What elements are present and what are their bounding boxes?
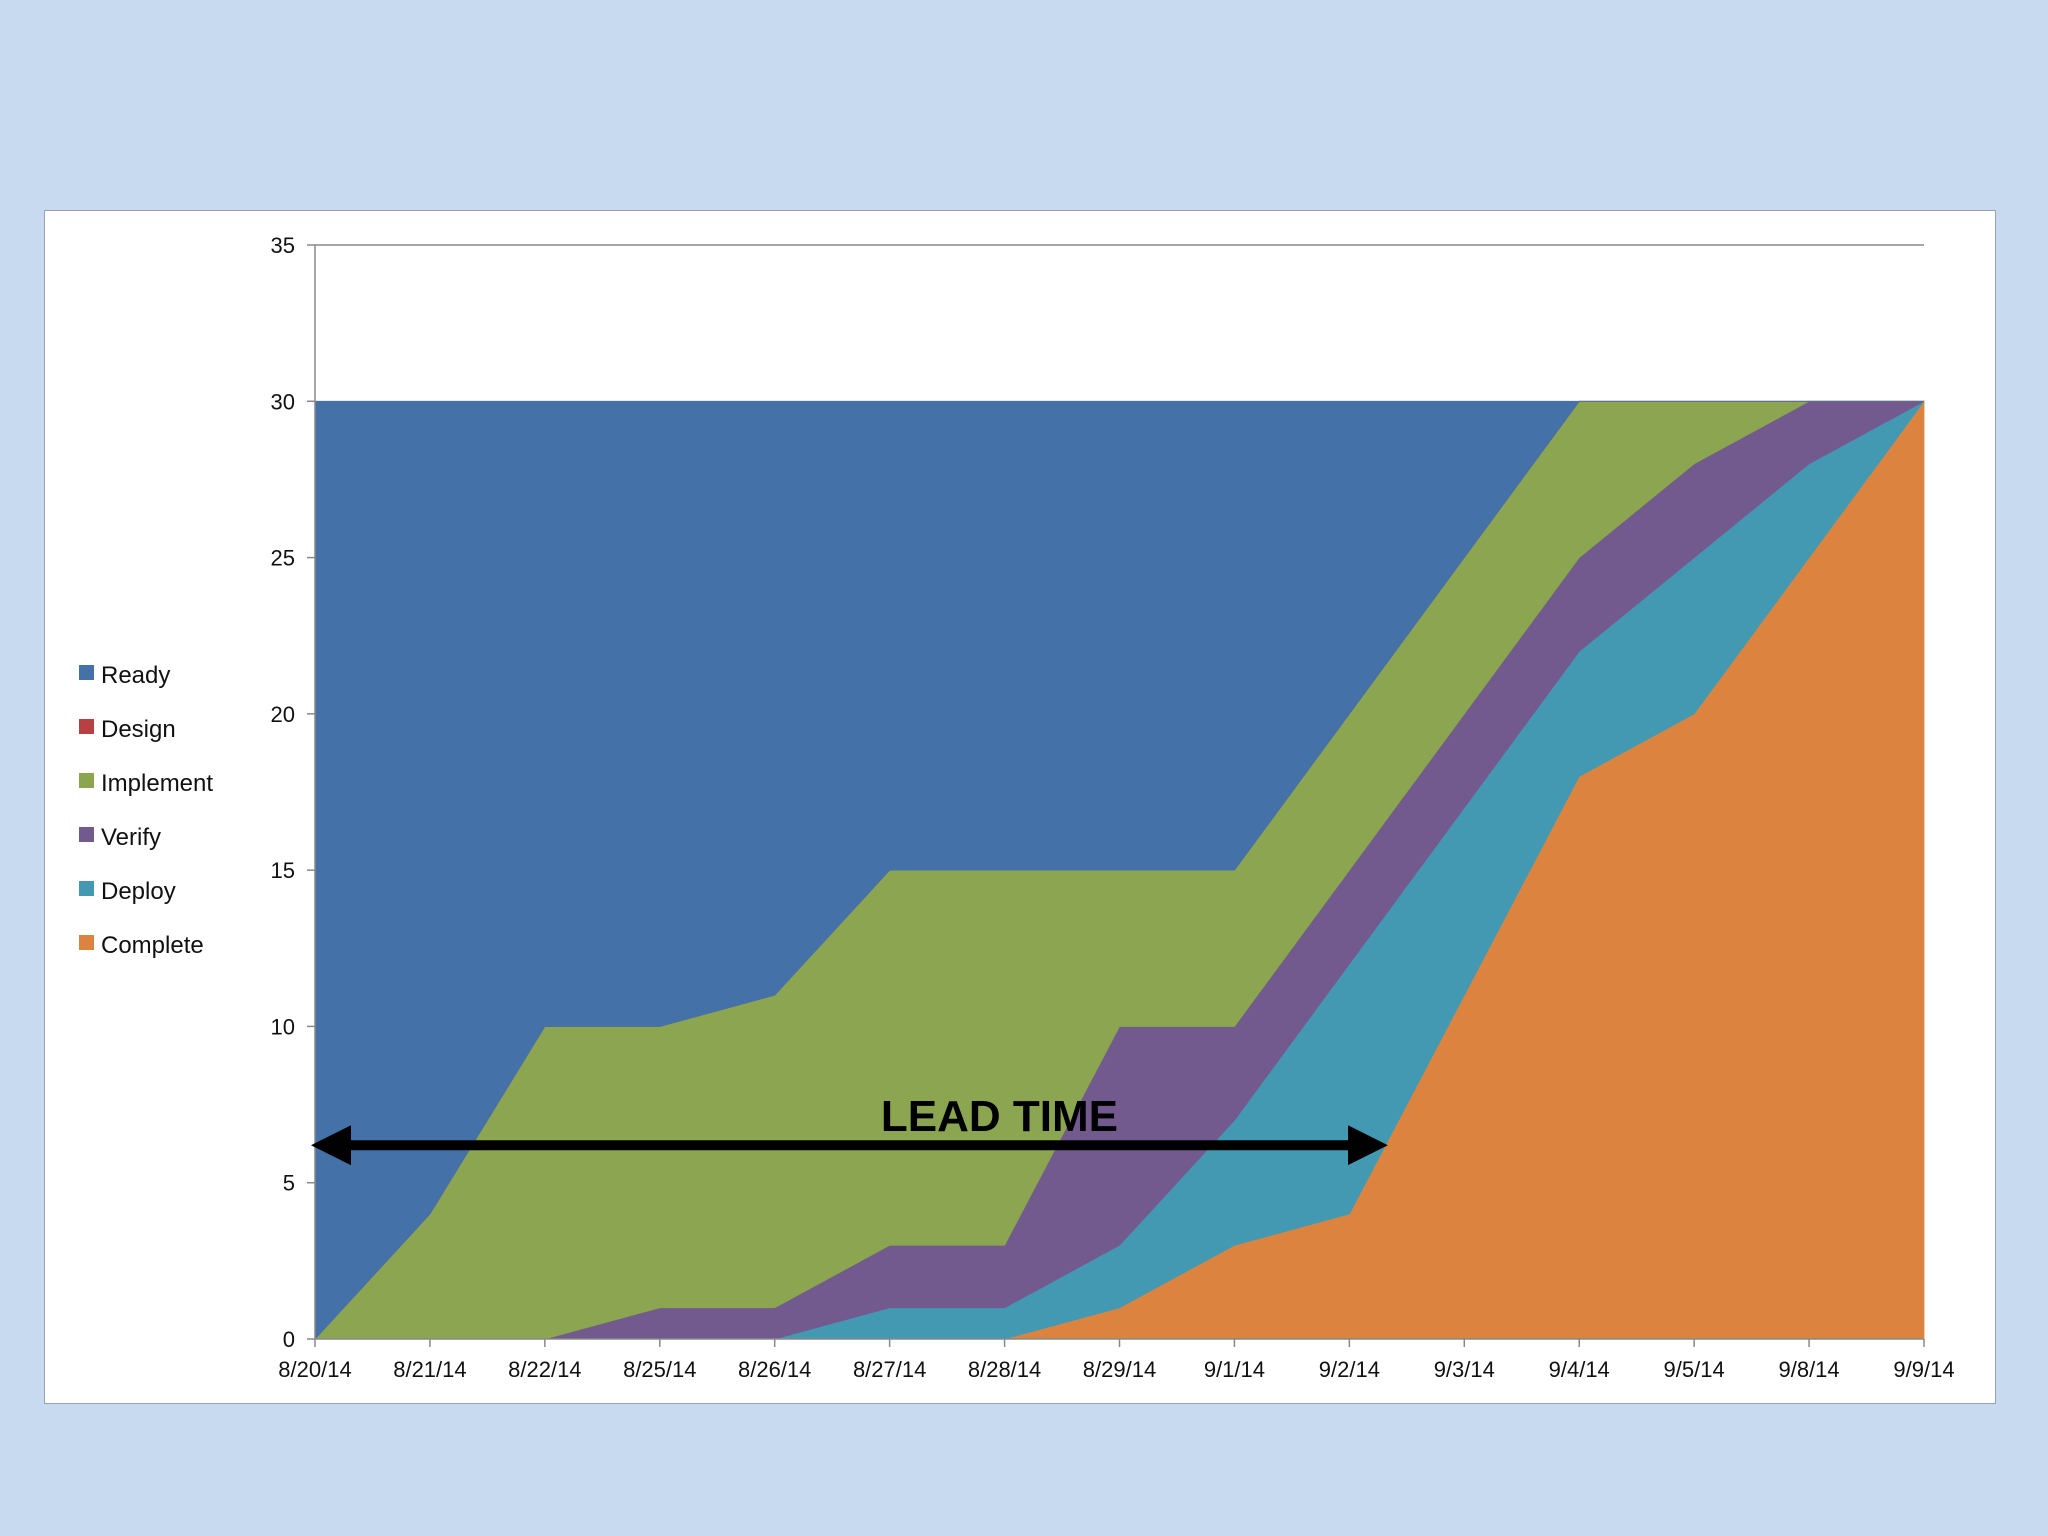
legend-swatch-deploy	[79, 881, 94, 896]
y-tick-label: 0	[283, 1327, 295, 1352]
x-tick-label: 8/22/14	[508, 1357, 581, 1382]
x-tick-label: 8/21/14	[393, 1357, 466, 1382]
x-tick-label: 9/4/14	[1549, 1357, 1610, 1382]
x-tick-label: 8/26/14	[738, 1357, 811, 1382]
legend-label-design: Design	[101, 716, 176, 743]
area-series-ready	[314, 400, 1924, 1341]
legend-swatch-ready	[79, 665, 94, 680]
y-tick-label: 5	[283, 1171, 295, 1196]
x-tick-label: 9/1/14	[1204, 1357, 1265, 1382]
x-tick-label: 8/27/14	[853, 1357, 926, 1382]
y-tick-label: 30	[271, 389, 295, 414]
y-tick-label: 10	[271, 1014, 295, 1039]
lead-time-label: LEAD TIME	[881, 1092, 1118, 1141]
x-tick-label: 9/9/14	[1893, 1357, 1954, 1382]
y-tick-label: 15	[271, 858, 295, 883]
legend-swatch-implement	[79, 773, 94, 788]
x-tick-label: 9/5/14	[1664, 1357, 1725, 1382]
axes-layer: 0 5 10 15 20 25 30 35 8/20/14 8/21/14 8/22/14 8/25/…	[271, 233, 1955, 1382]
cumulative-flow-chart: 0 5 10 15 20 25 30 35 8/20/14 8/21/14 8/22/14 8/25/…	[79, 233, 1955, 1382]
x-tick-label: 8/29/14	[1083, 1357, 1156, 1382]
y-tick-label: 20	[271, 702, 295, 727]
x-tick-label: 9/2/14	[1319, 1357, 1380, 1382]
x-tick-label: 9/8/14	[1778, 1357, 1839, 1382]
legend-label-ready: Ready	[101, 662, 170, 689]
areas-layer	[314, 400, 1925, 1341]
legend-swatch-design	[79, 719, 94, 734]
legend-label-implement: Implement	[101, 770, 213, 797]
x-tick-label: 8/28/14	[968, 1357, 1041, 1382]
x-tick-label: 8/25/14	[623, 1357, 696, 1382]
legend-swatch-complete	[79, 935, 94, 950]
x-tick-label: 8/20/14	[278, 1357, 351, 1382]
y-tick-label: 35	[271, 233, 295, 258]
legend-swatch-verify	[79, 827, 94, 842]
annotation-layer: LEAD TIME	[311, 1092, 1388, 1166]
legend-label-verify: Verify	[101, 824, 161, 851]
legend-label-complete: Complete	[101, 932, 204, 959]
x-tick-label: 9/3/14	[1434, 1357, 1495, 1382]
legend: Ready Design Implement Verify Deploy Complete	[79, 662, 213, 959]
legend-label-deploy: Deploy	[101, 878, 176, 905]
y-tick-label: 25	[271, 546, 295, 571]
chart-panel: 0 5 10 15 20 25 30 35 8/20/14 8/21/14 8/22/14 8/25/…	[44, 210, 1996, 1404]
